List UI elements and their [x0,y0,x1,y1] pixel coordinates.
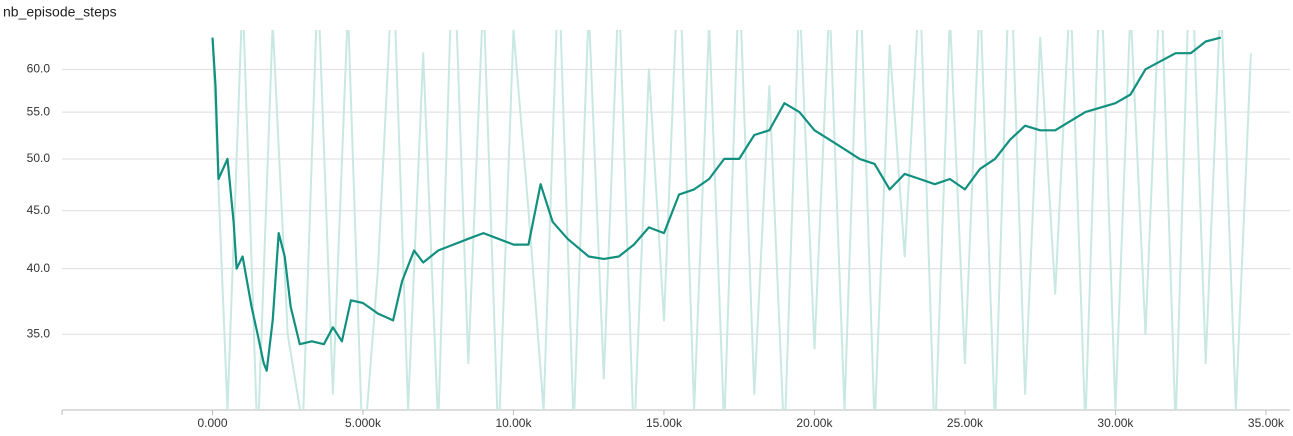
y-tick-label: 50.0 [27,151,51,165]
y-tick-label: 60.0 [27,62,51,76]
chart-title: nb_episode_steps [3,4,117,20]
x-tick-label: 10.00k [495,416,532,430]
y-tick-label: 55.0 [27,104,51,118]
y-tick-label: 40.0 [27,261,51,275]
x-tick-label: 35.00k [1248,416,1285,430]
x-tick-label: 0.000 [197,416,227,430]
series-line [211,30,1252,410]
x-tick-label: 5.000k [345,416,382,430]
plot-area [211,30,1252,410]
y-tick-label: 45.0 [27,203,51,217]
x-tick-label: 20.00k [796,416,833,430]
x-tick-label: 25.00k [947,416,984,430]
series-line [211,36,1222,372]
x-tick-label: 30.00k [1097,416,1134,430]
x-tick-label: 15.00k [646,416,683,430]
y-tick-label: 35.0 [27,326,51,340]
